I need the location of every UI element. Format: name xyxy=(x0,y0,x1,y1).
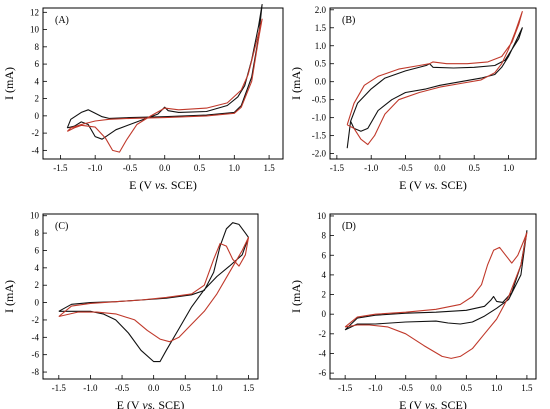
x-tick-label: -1.0 xyxy=(364,163,379,173)
y-axis-title: I (mA) xyxy=(2,67,16,100)
y-axis-title: I (mA) xyxy=(289,67,303,100)
y-tick-label: 1.0 xyxy=(315,41,327,51)
y-tick-label: 10 xyxy=(30,25,40,35)
x-axis-title: E (V vs. SCE) xyxy=(399,398,467,409)
x-tick-label: -0.5 xyxy=(398,163,413,173)
y-tick-label: -0.5 xyxy=(312,95,327,105)
x-tick-label: 0.0 xyxy=(148,383,160,393)
y-tick-label: 2.0 xyxy=(315,5,327,15)
panel-0: -1.5 -1.0 -0.5 0.0 0.5 1.0 1.5 -4 -2 0 2 4 6 8 10 12 (A)… xyxy=(2,3,284,192)
x-tick-label: -0.5 xyxy=(399,383,414,393)
trace-black xyxy=(346,27,523,149)
x-axis-title: E (V vs. SCE) xyxy=(129,178,197,192)
y-tick-label: 0 xyxy=(322,309,327,319)
trace-red xyxy=(66,18,263,153)
x-tick-label: -1.5 xyxy=(52,383,67,393)
x-axis-title: E (V vs. SCE) xyxy=(399,178,467,192)
y-tick-label: -1.5 xyxy=(312,131,327,141)
x-tick-label: 1.5 xyxy=(521,383,533,393)
y-tick-label: 6 xyxy=(35,59,40,69)
y-tick-label: -2 xyxy=(319,329,327,339)
x-tick-label: 1.0 xyxy=(229,163,241,173)
y-tick-label: 8 xyxy=(322,231,327,241)
panel-3: -1.5 -1.0 -0.5 0.0 0.5 1.0 1.5 -6 -4 -2 0 2 4 6 8 10 (D)… xyxy=(289,211,537,409)
y-tick-label: 2 xyxy=(35,94,40,104)
x-tick-label: 1.0 xyxy=(503,163,515,173)
panel-label: (D) xyxy=(342,221,356,232)
x-tick-label: -0.5 xyxy=(115,383,130,393)
y-tick-label: 12 xyxy=(30,7,39,17)
y-tick-label: -4 xyxy=(32,145,40,155)
x-tick-label: -0.5 xyxy=(123,163,138,173)
x-tick-label: 0.5 xyxy=(194,163,206,173)
y-tick-label: 6 xyxy=(35,245,40,255)
trace-red xyxy=(344,232,528,359)
x-tick-label: -1.5 xyxy=(53,163,68,173)
y-tick-label: 0 xyxy=(35,111,40,121)
y-tick-label: -8 xyxy=(32,367,40,377)
x-tick-label: 0.5 xyxy=(180,383,192,393)
plot-frame xyxy=(42,213,259,380)
y-tick-label: -2.0 xyxy=(312,149,327,159)
plot-frame xyxy=(329,213,537,380)
x-tick-label: 1.0 xyxy=(491,383,503,393)
y-tick-label: 1.5 xyxy=(315,23,327,33)
y-tick-label: 4 xyxy=(35,76,40,86)
x-tick-label: -1.5 xyxy=(330,163,345,173)
y-tick-label: 0.5 xyxy=(315,59,327,69)
y-tick-label: -2 xyxy=(32,315,40,325)
x-tick-label: 1.5 xyxy=(243,383,255,393)
x-tick-label: 0.5 xyxy=(461,383,473,393)
x-tick-label: -1.5 xyxy=(338,383,353,393)
x-tick-label: 0.5 xyxy=(469,163,481,173)
trace-red xyxy=(58,236,250,343)
x-tick-label: 1.5 xyxy=(263,163,275,173)
panel-label: (A) xyxy=(55,15,69,26)
x-tick-label: 1.0 xyxy=(211,383,223,393)
y-tick-label: 8 xyxy=(35,42,40,52)
panel-label: (B) xyxy=(342,15,355,26)
y-tick-label: -1.0 xyxy=(312,113,327,123)
y-tick-label: 10 xyxy=(317,211,327,221)
y-tick-label: 4 xyxy=(35,263,40,273)
y-tick-label: 8 xyxy=(35,228,40,238)
x-tick-label: -1.0 xyxy=(368,383,383,393)
x-tick-label: 0.0 xyxy=(159,163,171,173)
y-tick-label: 0.0 xyxy=(315,77,327,87)
y-tick-label: -4 xyxy=(319,348,327,358)
trace-black xyxy=(66,3,263,140)
y-tick-label: 10 xyxy=(30,211,40,221)
y-axis-title: I (mA) xyxy=(2,280,16,313)
y-tick-label: -4 xyxy=(32,332,40,342)
x-tick-label: -1.0 xyxy=(88,163,103,173)
x-tick-label: -1.0 xyxy=(83,383,98,393)
plot-frame xyxy=(42,7,284,160)
y-tick-label: 2 xyxy=(322,290,327,300)
y-tick-label: 0 xyxy=(35,298,40,308)
x-axis-title: E (V vs. SCE) xyxy=(117,398,185,409)
x-tick-label: 0.0 xyxy=(430,383,442,393)
y-tick-label: -2 xyxy=(32,128,40,138)
plot-frame xyxy=(329,7,537,160)
panel-2: -1.5 -1.0 -0.5 0.0 0.5 1.0 1.5 -8 -6 -4 -2 0 2 4 6 8 10 (… xyxy=(2,211,259,409)
trace-black xyxy=(58,222,250,363)
y-tick-label: -6 xyxy=(32,350,40,360)
panel-1: -1.5 -1.0 -0.5 0.0 0.5 1.0-2.0-1.5-1.0-0.50.0… xyxy=(289,5,537,192)
y-tick-label: -6 xyxy=(319,368,327,378)
y-tick-label: 2 xyxy=(35,280,40,290)
trace-red xyxy=(346,11,523,146)
y-tick-label: 4 xyxy=(322,270,327,280)
y-axis-title: I (mA) xyxy=(289,280,303,313)
panel-label: (C) xyxy=(55,221,68,232)
x-tick-label: 0.0 xyxy=(434,163,446,173)
y-tick-label: 6 xyxy=(322,250,327,260)
